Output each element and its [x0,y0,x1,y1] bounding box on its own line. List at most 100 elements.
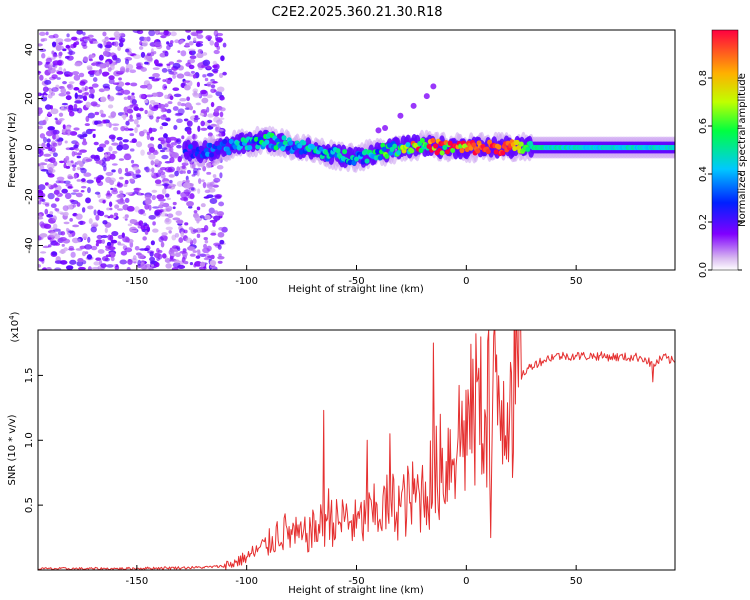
signal-core [203,147,209,153]
spectrogram-xtick-label: -100 [235,276,258,287]
snr-xtick-label: 50 [570,576,583,587]
noise-speckle [87,186,91,194]
noise-speckle [109,214,114,219]
noise-speckle [152,67,160,71]
spectrogram-ytick-label: -40 [24,237,35,253]
noise-speckle [189,55,197,60]
spectrogram-marks [38,30,675,270]
noise-speckle [134,187,140,194]
noise-speckle [44,116,49,122]
noise-speckle [143,37,148,41]
noise-speckle [52,215,57,221]
noise-speckle [138,220,144,227]
noise-speckle [148,76,155,80]
noise-speckle [172,249,179,253]
signal-core [433,143,439,149]
noise-speckle [50,108,59,115]
noise-speckle [121,111,127,115]
noise-speckle [127,259,133,265]
noise-speckle [196,206,201,211]
noise-speckle [150,172,155,176]
signal-core [335,148,341,154]
noise-speckle [111,142,119,146]
signal-core [351,160,357,166]
noise-speckle [207,113,215,118]
noise-speckle [142,129,148,134]
noise-speckle [90,154,96,159]
noise-speckle [49,157,56,164]
noise-speckle [168,61,175,65]
noise-speckle [93,209,97,216]
noise-speckle [69,217,73,222]
noise-speckle [94,191,101,195]
colorbar-tick-label: 0.2 [698,214,709,230]
noise-speckle [118,176,124,180]
noise-speckle [124,82,131,86]
signal-core [525,146,531,152]
noise-speckle [129,229,138,233]
noise-speckle [80,185,87,189]
noise-speckle [165,205,173,212]
noise-speckle [217,128,224,132]
noise-speckle [136,124,140,128]
signal-core [496,144,502,150]
noise-speckle [218,253,222,257]
noise-speckle [88,93,94,99]
noise-speckle [88,86,94,90]
noise-speckle [172,106,179,111]
noise-speckle [160,107,166,113]
noise-speckle [38,184,46,191]
colorbar-label: Normalized spectral amplitude [737,73,748,227]
noise-speckle [84,91,90,95]
noise-speckle [185,188,189,196]
noise-speckle [69,259,77,265]
noise-speckle [166,41,170,45]
noise-speckle [117,201,126,205]
noise-speckle [73,127,80,131]
noise-speckle [189,262,194,266]
noise-speckle [54,117,58,121]
noise-speckle [203,225,209,232]
noise-speckle [170,31,177,37]
noise-speckle [65,265,74,270]
noise-speckle [107,104,114,109]
noise-speckle [176,59,183,63]
noise-speckle [168,42,173,48]
noise-speckle [105,61,110,68]
noise-speckle [49,231,58,237]
noise-speckle [91,83,99,88]
noise-speckle [122,139,129,143]
noise-speckle [186,120,193,127]
noise-speckle [127,118,135,122]
noise-speckle [129,178,134,182]
noise-speckle [206,183,214,189]
noise-speckle [77,258,84,263]
noise-speckle [148,30,156,37]
noise-speckle [48,34,56,39]
noise-speckle [218,117,225,121]
noise-speckle [94,69,102,76]
noise-speckle [43,94,47,98]
noise-speckle [52,60,61,66]
noise-speckle [177,50,181,54]
noise-speckle [162,253,167,259]
noise-speckle [142,212,147,216]
noise-speckle [164,94,169,100]
noise-speckle [79,167,85,171]
noise-speckle [117,46,121,52]
noise-speckle [47,126,55,131]
noise-speckle [219,111,224,118]
noise-speckle [41,53,46,59]
noise-speckle [90,101,98,107]
noise-speckle [136,114,142,120]
noise-speckle [219,239,225,245]
noise-speckle [68,185,74,189]
noise-speckle [44,208,49,215]
noise-speckle [117,70,125,74]
noise-speckle [150,264,155,267]
noise-speckle [113,212,119,217]
noise-speckle [101,71,110,76]
noise-speckle [91,266,100,270]
noise-speckle [195,255,201,259]
noise-speckle [214,41,220,48]
